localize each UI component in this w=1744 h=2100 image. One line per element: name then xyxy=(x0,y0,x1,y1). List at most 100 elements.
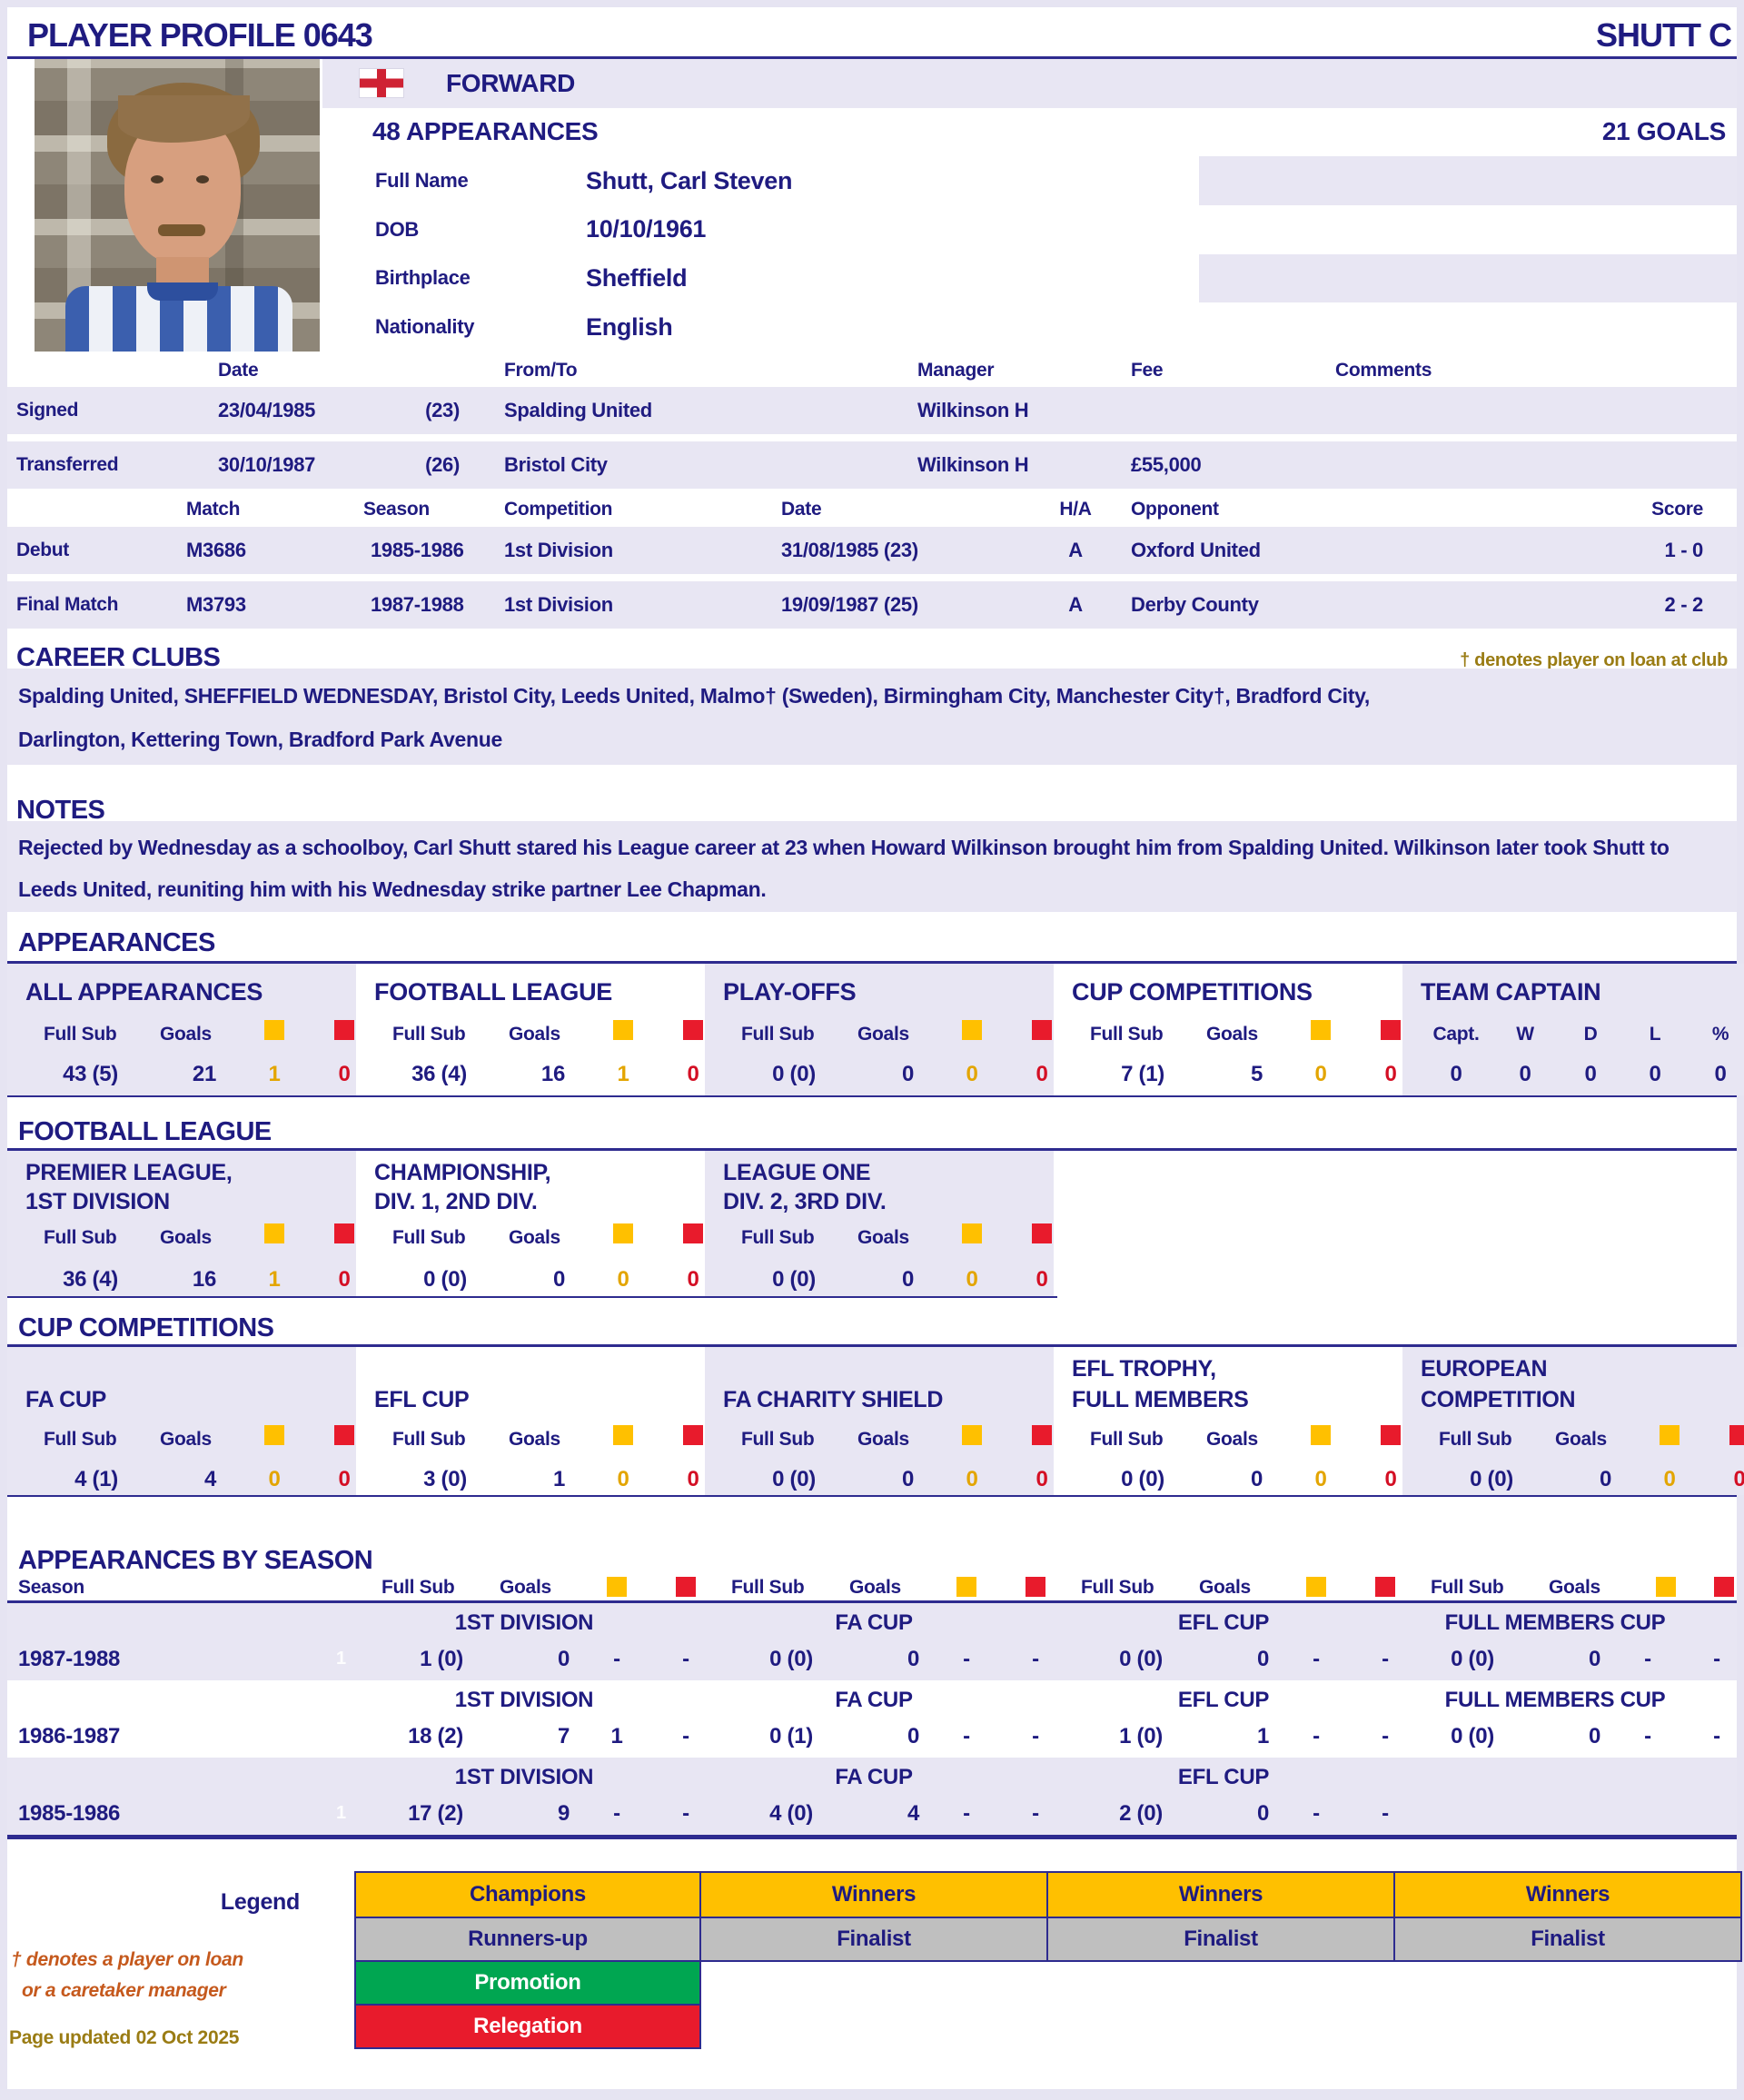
full-sub-value: 0 (0) xyxy=(772,1267,816,1292)
field-cell: Full Name Shutt, Carl Steven xyxy=(322,156,1200,205)
yellow-cards-value: 0 xyxy=(1314,1062,1327,1086)
loan-note: † denotes player on loan at club xyxy=(1460,650,1728,670)
legend-promotion: Promotion xyxy=(354,1962,701,2006)
panel-all-appearances: ALL APPEARANCES Full Sub Goals 43 (5) 21… xyxy=(7,964,356,1095)
final-match-match: M3793 xyxy=(186,593,246,616)
red-card-icon xyxy=(683,1020,703,1040)
percent-header: % xyxy=(1711,1024,1729,1045)
competition-name: 1ST DIVISION xyxy=(454,1610,594,1635)
red-cards-value: 0 xyxy=(687,1467,699,1491)
legend-relegation: Relegation xyxy=(354,2006,701,2049)
legend-finalist: Finalist xyxy=(1048,1918,1395,1962)
nationality-row: Nationality English xyxy=(322,302,1737,352)
cup-competitions-title: CUP COMPETITIONS xyxy=(18,1313,274,1342)
goals-value: 21 xyxy=(192,1062,216,1086)
yellow-card-icon xyxy=(1311,1425,1331,1445)
full-sub-value: 0 (0) xyxy=(1119,1647,1163,1671)
match-header: Match xyxy=(186,499,241,520)
full-sub-value: 36 (4) xyxy=(411,1062,467,1086)
legend-finalist: Finalist xyxy=(701,1918,1048,1962)
yellow-card-icon xyxy=(613,1425,633,1445)
yellow-cards-value: - xyxy=(1644,1724,1651,1748)
goals-value: 0 xyxy=(907,1647,919,1671)
transfers-manager-header: Manager xyxy=(917,360,995,381)
yellow-card-icon xyxy=(264,1020,284,1040)
panel-title: ALL APPEARANCES xyxy=(25,978,263,1005)
full-sub-header: Full Sub xyxy=(1090,1429,1164,1450)
panel-championship: CHAMPIONSHIP, DIV. 1, 2ND DIV. Full Sub … xyxy=(356,1151,705,1296)
goals-header: Goals xyxy=(160,1429,212,1450)
yellow-card-icon xyxy=(613,1223,633,1243)
signed-row: Signed 23/04/1985 (23) Spalding United W… xyxy=(7,387,1737,434)
red-card-icon xyxy=(1381,1020,1401,1040)
loan-caretaker-note-line2: or a caretaker manager xyxy=(22,1980,226,2001)
notes-title: NOTES xyxy=(16,796,105,825)
group-1st-division: 1ST DIVISION 17 (2) 9 - - xyxy=(356,1758,706,1835)
losses-value: 0 xyxy=(1649,1062,1661,1086)
draws-header: D xyxy=(1583,1024,1598,1045)
full-sub-header: Full Sub xyxy=(1081,1577,1154,1598)
birthplace-value: Sheffield xyxy=(586,263,688,292)
transfers-header-row: Date From/To Manager Fee Comments xyxy=(7,354,1737,387)
total-goals: 21 GOALS xyxy=(1601,117,1726,146)
yellow-cards-value: 0 xyxy=(1663,1467,1676,1491)
final-match-home-away: A xyxy=(1068,593,1083,616)
red-cards-value: - xyxy=(1382,1647,1389,1671)
goals-value: 0 xyxy=(901,1267,914,1292)
wins-header: W xyxy=(1516,1024,1534,1045)
red-cards-value: - xyxy=(1382,1801,1389,1826)
player-name-heading: SHUTT C xyxy=(1596,16,1732,54)
yellow-cards-value: 0 xyxy=(966,1062,978,1086)
yellow-cards-value: - xyxy=(1313,1724,1320,1748)
goals-value: 5 xyxy=(1250,1062,1263,1086)
full-sub-header: Full Sub xyxy=(1439,1429,1512,1450)
goals-header: Goals xyxy=(1549,1577,1600,1598)
date-header: Date xyxy=(781,499,822,520)
red-cards-value: 0 xyxy=(1733,1467,1744,1491)
player-photo xyxy=(35,59,320,352)
nationality-label: Nationality xyxy=(375,315,475,339)
legend-winners: Winners xyxy=(1395,1871,1742,1918)
football-league-panel-row: PREMIER LEAGUE, 1ST DIVISION Full Sub Go… xyxy=(7,1151,1057,1298)
legend-row-champions: Champions Winners Winners Winners xyxy=(354,1871,1742,1918)
red-cards-value: 0 xyxy=(338,1467,351,1491)
by-season-title: APPEARANCES BY SEASON xyxy=(18,1546,373,1575)
goals-value: 16 xyxy=(540,1062,565,1086)
photo-mustache xyxy=(158,224,205,236)
goals-header: Goals xyxy=(849,1577,901,1598)
yellow-cards-value: 1 xyxy=(268,1062,281,1086)
goals-value: 16 xyxy=(192,1267,216,1292)
goals-header: Goals xyxy=(1199,1577,1251,1598)
red-cards-value: - xyxy=(682,1801,689,1826)
full-sub-value: 0 (0) xyxy=(1470,1467,1513,1491)
competition-name: FULL MEMBERS CUP xyxy=(1444,1610,1666,1635)
panel-efl-cup: EFL CUP Full Sub Goals 3 (0) 1 0 0 xyxy=(356,1347,705,1495)
red-card-icon xyxy=(1714,1577,1734,1597)
transfers-fromto-header: From/To xyxy=(504,360,578,381)
full-sub-value: 0 (1) xyxy=(769,1724,813,1748)
legend-label: Legend xyxy=(220,1889,300,1915)
football-league-divider xyxy=(7,1148,1737,1151)
yellow-cards-value: 1 xyxy=(610,1724,623,1748)
panel-efl-trophy: EFL TROPHY, FULL MEMBERS Full Sub Goals … xyxy=(1054,1347,1402,1495)
group-1st-division: 1ST DIVISION 18 (2) 7 1 - xyxy=(356,1680,706,1758)
signed-date: 23/04/1985 xyxy=(218,399,316,421)
panel-league-one: LEAGUE ONE DIV. 2, 3RD DIV. Full Sub Goa… xyxy=(705,1151,1054,1296)
football-league-title: FOOTBALL LEAGUE xyxy=(18,1117,272,1146)
panel-title-line2: 1ST DIVISION xyxy=(25,1189,170,1214)
goals-value: 7 xyxy=(557,1724,570,1748)
legend-finalist: Finalist xyxy=(1395,1918,1742,1962)
full-sub-header: Full Sub xyxy=(392,1227,466,1248)
yellow-cards-value: - xyxy=(613,1801,620,1826)
goals-value: 0 xyxy=(1599,1467,1611,1491)
full-sub-header: Full Sub xyxy=(382,1577,455,1598)
red-cards-value: 0 xyxy=(1036,1062,1048,1086)
goals-value: 0 xyxy=(557,1647,570,1671)
opponent-header: Opponent xyxy=(1131,499,1219,520)
panel-title-line1: LEAGUE ONE xyxy=(723,1160,871,1185)
wins-value: 0 xyxy=(1519,1062,1531,1086)
dob-value: 10/10/1961 xyxy=(586,215,707,243)
season-label: 1985-1986 xyxy=(18,1801,121,1826)
transferred-label: Transferred xyxy=(16,454,119,475)
